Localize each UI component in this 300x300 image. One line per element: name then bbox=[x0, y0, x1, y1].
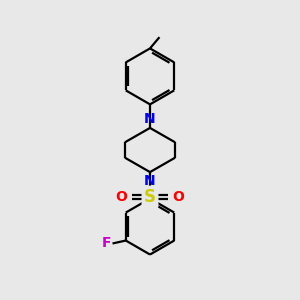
Text: N: N bbox=[144, 112, 156, 126]
Text: O: O bbox=[173, 190, 184, 204]
Text: O: O bbox=[116, 190, 127, 204]
Text: N: N bbox=[144, 174, 156, 188]
Text: F: F bbox=[102, 236, 111, 250]
Text: S: S bbox=[144, 188, 156, 206]
